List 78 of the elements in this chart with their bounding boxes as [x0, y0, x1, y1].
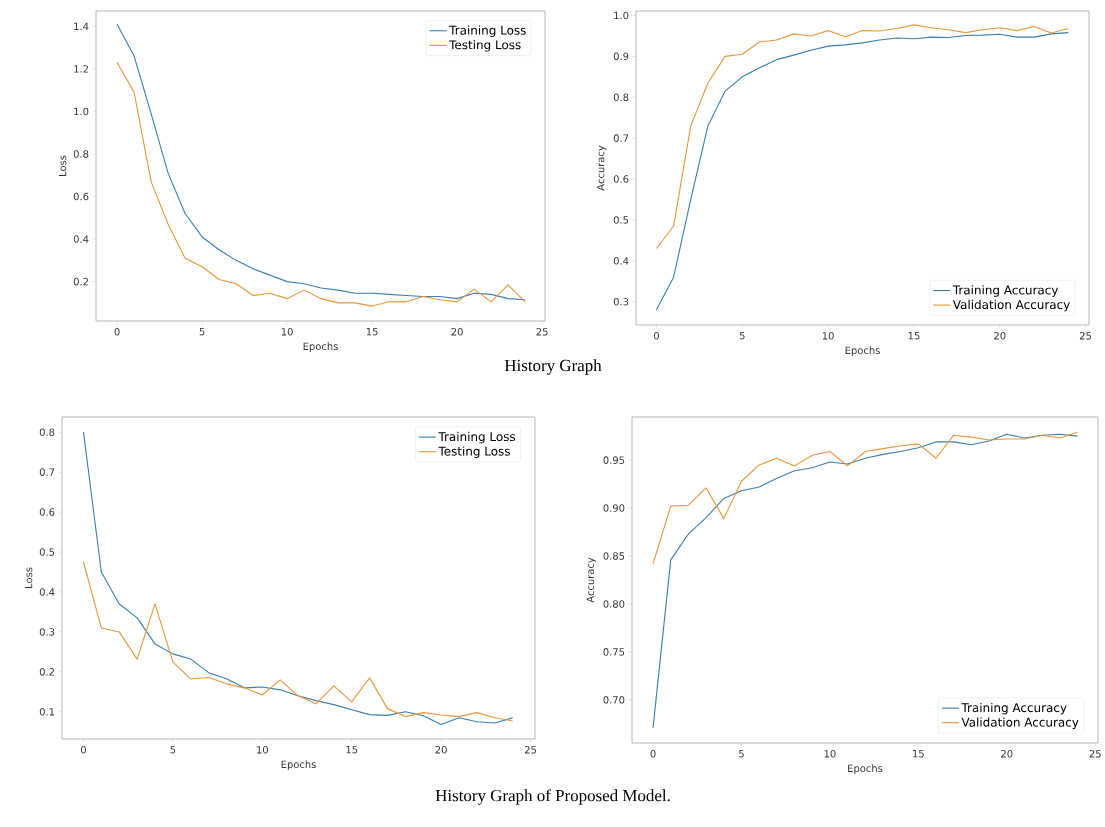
y-tick-label: 0.7 [613, 134, 629, 142]
line-series [82, 431, 514, 726]
y-tick-label: 1.2 [74, 65, 88, 73]
y-tick-label: 0.70 [603, 696, 625, 704]
y-tick-label: 0.6 [39, 508, 55, 516]
y-tick-label: 0.8 [613, 93, 629, 102]
text: History Graph [504, 359, 602, 375]
y-tick-label: 0.4 [39, 588, 55, 596]
x-axis-title: Epochs [303, 342, 338, 353]
x-tick-label: 20 [451, 327, 463, 336]
x-tick-label: 10 [824, 749, 836, 758]
text: History Graph of Proposed Model. [435, 789, 670, 805]
y-tick-label: 0.8 [39, 428, 55, 436]
x-axis-title: Epochs [845, 346, 880, 357]
y-tick-label: 0.4 [73, 235, 89, 243]
y-tick-label: 0.4 [613, 257, 629, 265]
x-tick-label: 20 [1001, 749, 1013, 758]
x-tick-label: 15 [346, 746, 358, 754]
x-tick-label: 25 [536, 327, 548, 336]
legend-label: Validation Accuracy [961, 717, 1079, 730]
y-tick-label: 0.8 [73, 150, 89, 158]
x-tick-label: 0 [114, 327, 120, 336]
line-series [655, 32, 1069, 311]
legend-label: Training Accuracy [961, 702, 1067, 715]
x-tick-label: 15 [908, 332, 920, 340]
line-series [652, 433, 1079, 729]
legend-label: Validation Accuracy [952, 299, 1070, 312]
x-tick-label: 15 [913, 750, 924, 758]
y-tick-label: 0.2 [39, 668, 54, 676]
y-tick-label: 0.7 [39, 468, 55, 476]
y-tick-label: 1.4 [74, 22, 89, 30]
x-tick-label: 5 [199, 328, 205, 336]
legend-label: Training Accuracy [952, 285, 1059, 297]
y-tick-label: 1.0 [614, 11, 629, 20]
x-tick-label: 15 [366, 328, 378, 336]
y-tick-label: 0.85 [603, 552, 625, 560]
y-tick-label: 0.90 [603, 504, 625, 512]
legend-label: Training Loss [438, 431, 516, 444]
line-series [82, 561, 514, 722]
y-tick-label: 0.95 [603, 456, 625, 464]
y-tick-label: 0.3 [613, 297, 629, 306]
y-tick-label: 0.6 [613, 175, 629, 183]
x-tick-label: 5 [739, 332, 745, 340]
legend-label: Testing Loss [438, 446, 510, 458]
line-series [652, 431, 1079, 565]
x-axis-title: Epochs [281, 760, 316, 771]
y-axis-title: Accuracy [586, 557, 596, 603]
x-tick-label: 5 [170, 746, 176, 754]
x-tick-label: 20 [435, 745, 447, 754]
y-axis-title: Accuracy [596, 145, 607, 191]
x-tick-label: 10 [281, 327, 293, 336]
x-tick-label: 0 [653, 331, 659, 340]
legend-label: Testing Loss [449, 40, 521, 52]
x-tick-label: 25 [1089, 749, 1101, 758]
x-tick-label: 25 [524, 745, 537, 754]
y-tick-label: 0.1 [39, 708, 55, 716]
y-axis-title: Loss [58, 155, 67, 176]
y-tick-label: 0.2 [73, 277, 88, 286]
y-tick-label: 0.5 [613, 216, 629, 224]
y-tick-label: 0.3 [39, 628, 55, 636]
x-tick-label: 10 [257, 745, 268, 754]
x-tick-label: 20 [994, 331, 1006, 340]
y-tick-label: 0.6 [73, 192, 89, 201]
legend-label: Training Loss [449, 25, 526, 38]
line-series [116, 61, 526, 307]
x-tick-label: 0 [80, 745, 86, 754]
x-tick-label: 5 [739, 750, 744, 758]
y-tick-label: 0.5 [39, 548, 55, 556]
y-tick-label: 0.80 [603, 600, 625, 608]
x-tick-label: 10 [822, 331, 834, 340]
y-tick-label: 0.9 [613, 52, 629, 61]
x-tick-label: 25 [1079, 331, 1092, 340]
x-axis-title: Epochs [848, 764, 883, 775]
line-series [655, 24, 1069, 250]
y-tick-label: 1.0 [74, 107, 89, 116]
x-tick-label: 0 [650, 749, 656, 758]
y-tick-label: 0.75 [603, 648, 625, 656]
y-axis-title: Loss [24, 567, 33, 588]
